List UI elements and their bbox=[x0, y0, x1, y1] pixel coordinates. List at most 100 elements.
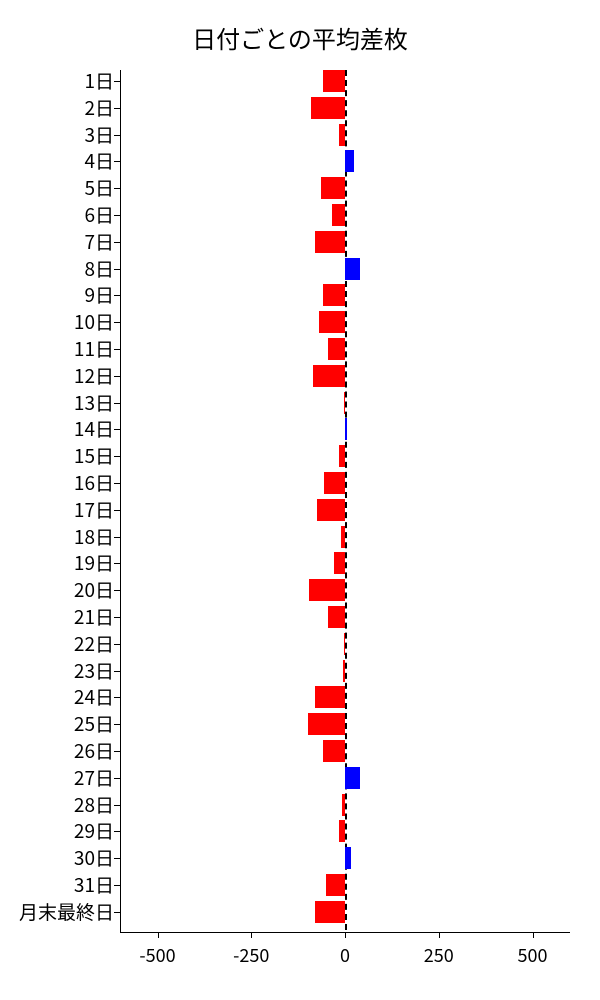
y-axis-label: 7日 bbox=[4, 231, 114, 253]
y-tick bbox=[114, 483, 120, 484]
x-tick bbox=[533, 932, 534, 938]
y-tick bbox=[114, 322, 120, 323]
x-tick bbox=[345, 932, 346, 938]
bar bbox=[345, 847, 351, 869]
y-tick bbox=[114, 644, 120, 645]
bar bbox=[339, 124, 345, 146]
y-tick bbox=[114, 617, 120, 618]
x-axis-label: -500 bbox=[139, 942, 175, 968]
x-tick bbox=[251, 932, 252, 938]
x-axis-label: 250 bbox=[424, 942, 454, 968]
bar bbox=[342, 794, 345, 816]
y-tick bbox=[114, 697, 120, 698]
bar bbox=[308, 713, 346, 735]
y-axis-label: 19日 bbox=[4, 552, 114, 574]
x-axis-label: 500 bbox=[518, 942, 548, 968]
bar bbox=[332, 204, 345, 226]
bar bbox=[317, 499, 345, 521]
bar bbox=[328, 338, 345, 360]
bar bbox=[315, 901, 345, 923]
y-axis-label: 31日 bbox=[4, 874, 114, 896]
x-tick bbox=[158, 932, 159, 938]
y-axis-label: 17日 bbox=[4, 499, 114, 521]
chart-container: 日付ごとの平均差枚 1日2日3日4日5日6日7日8日9日10日11日12日13日… bbox=[0, 0, 600, 1000]
y-axis-label: 13日 bbox=[4, 392, 114, 414]
y-axis-label: 26日 bbox=[4, 740, 114, 762]
bar bbox=[345, 150, 354, 172]
bar bbox=[341, 526, 345, 548]
y-tick bbox=[114, 778, 120, 779]
y-axis-label: 29日 bbox=[4, 820, 114, 842]
bar bbox=[344, 633, 345, 655]
plot-area bbox=[120, 70, 570, 930]
y-tick bbox=[114, 81, 120, 82]
y-tick bbox=[114, 671, 120, 672]
y-axis-label: 3日 bbox=[4, 124, 114, 146]
bar bbox=[345, 418, 347, 440]
y-axis-label: 2日 bbox=[4, 97, 114, 119]
y-tick bbox=[114, 831, 120, 832]
y-axis-label: 5日 bbox=[4, 177, 114, 199]
y-axis-label: 27日 bbox=[4, 767, 114, 789]
bar bbox=[345, 258, 360, 280]
y-axis-label: 4日 bbox=[4, 150, 114, 172]
bar bbox=[328, 606, 345, 628]
y-tick bbox=[114, 912, 120, 913]
y-tick bbox=[114, 429, 120, 430]
bar bbox=[309, 579, 345, 601]
y-axis-label: 28日 bbox=[4, 794, 114, 816]
bar bbox=[334, 552, 345, 574]
y-axis-label: 8日 bbox=[4, 258, 114, 280]
bar bbox=[319, 311, 345, 333]
bar bbox=[323, 70, 346, 92]
y-axis-label: 30日 bbox=[4, 847, 114, 869]
y-axis-label: 9日 bbox=[4, 284, 114, 306]
y-tick bbox=[114, 135, 120, 136]
y-axis-label: 月末最終日 bbox=[4, 901, 114, 923]
y-tick bbox=[114, 590, 120, 591]
x-axis-label: 0 bbox=[340, 942, 350, 968]
y-tick bbox=[114, 858, 120, 859]
y-tick bbox=[114, 537, 120, 538]
y-axis-label: 1日 bbox=[4, 70, 114, 92]
y-axis-label: 14日 bbox=[4, 418, 114, 440]
y-axis-label: 10日 bbox=[4, 311, 114, 333]
y-tick bbox=[114, 295, 120, 296]
y-tick bbox=[114, 751, 120, 752]
y-axis-label: 12日 bbox=[4, 365, 114, 387]
bar bbox=[323, 740, 346, 762]
bar bbox=[339, 445, 345, 467]
y-tick bbox=[114, 805, 120, 806]
y-tick bbox=[114, 161, 120, 162]
y-tick bbox=[114, 510, 120, 511]
bar bbox=[345, 767, 360, 789]
y-axis-label: 25日 bbox=[4, 713, 114, 735]
y-axis-label: 16日 bbox=[4, 472, 114, 494]
y-axis-label: 22日 bbox=[4, 633, 114, 655]
bar bbox=[313, 365, 345, 387]
y-axis-label: 21日 bbox=[4, 606, 114, 628]
bar bbox=[343, 660, 345, 682]
y-tick bbox=[114, 242, 120, 243]
x-axis-label: -250 bbox=[233, 942, 269, 968]
bar bbox=[326, 874, 345, 896]
y-tick bbox=[114, 108, 120, 109]
zero-line bbox=[345, 70, 347, 930]
bar bbox=[339, 820, 345, 842]
y-axis-label: 20日 bbox=[4, 579, 114, 601]
y-tick bbox=[114, 349, 120, 350]
y-axis-label: 24日 bbox=[4, 686, 114, 708]
chart-title: 日付ごとの平均差枚 bbox=[0, 20, 600, 55]
y-tick bbox=[114, 403, 120, 404]
y-tick bbox=[114, 376, 120, 377]
y-tick bbox=[114, 456, 120, 457]
bar bbox=[324, 472, 345, 494]
y-tick bbox=[114, 885, 120, 886]
y-tick bbox=[114, 724, 120, 725]
y-axis-label: 15日 bbox=[4, 445, 114, 467]
bar bbox=[315, 231, 345, 253]
x-tick bbox=[439, 932, 440, 938]
y-axis-label: 23日 bbox=[4, 660, 114, 682]
y-tick bbox=[114, 188, 120, 189]
bar bbox=[311, 97, 345, 119]
